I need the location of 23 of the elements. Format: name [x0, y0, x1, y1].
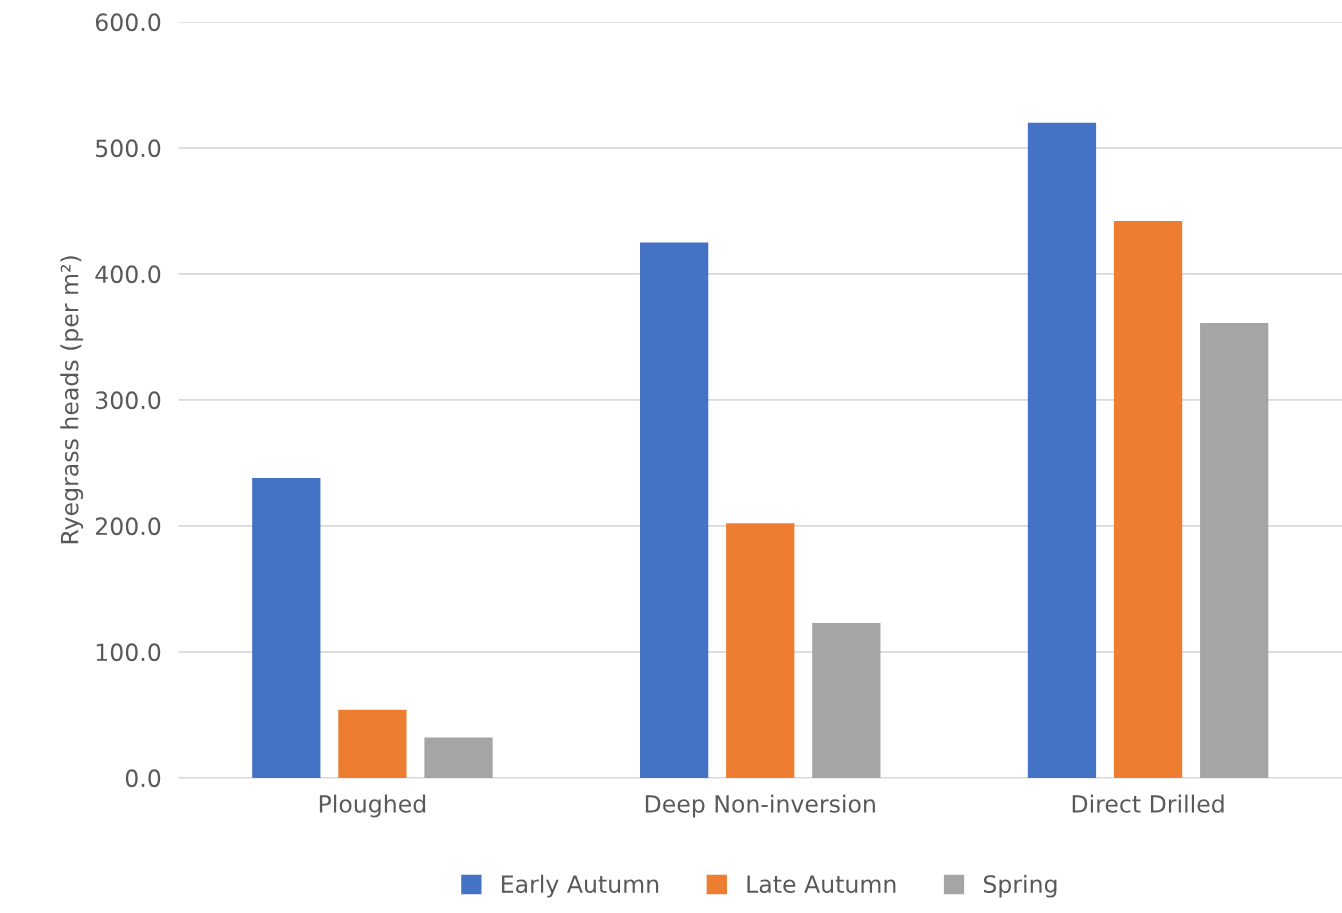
legend-label: Early Autumn — [502, 874, 659, 898]
y-tick-label: 300.0 — [96, 391, 161, 410]
y-tick-label: 100.0 — [96, 643, 161, 662]
bar — [726, 523, 795, 778]
x-tick-label: Direct Drilled — [1072, 794, 1224, 813]
bar — [338, 709, 407, 778]
y-tick-label: 200.0 — [95, 517, 161, 536]
y-tick-label: 500.0 — [96, 139, 161, 158]
x-tick-label: Ploughed — [319, 794, 426, 818]
y-tick-label: 600.0 — [95, 13, 161, 32]
bar — [1200, 323, 1269, 778]
bar — [1027, 122, 1097, 778]
bar — [252, 478, 321, 778]
bar — [812, 622, 881, 778]
y-axis-title: Ryegrass heads (per m²) — [60, 256, 84, 544]
y-tick-label: 0.0 — [125, 769, 161, 788]
bar — [424, 737, 493, 778]
legend-label: Spring — [983, 874, 1057, 898]
y-tick-label: 400.0 — [95, 265, 161, 284]
bar — [640, 242, 709, 778]
legend-label: Late Autumn — [747, 875, 896, 893]
x-tick-label: Deep Non-inversion — [645, 794, 875, 818]
bar — [1113, 220, 1183, 778]
